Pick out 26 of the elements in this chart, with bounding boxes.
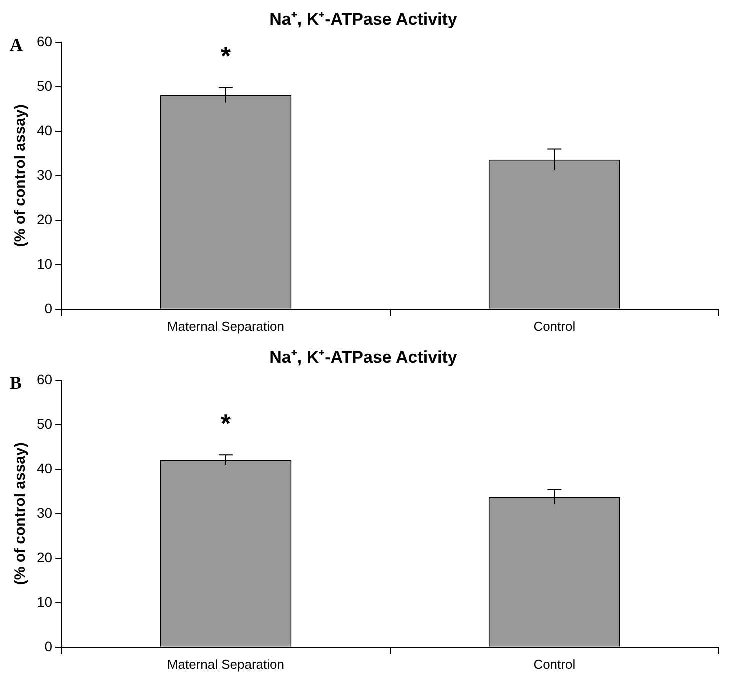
y-tick-label: 60 [36, 33, 53, 50]
y-tick-label: 30 [36, 504, 53, 521]
y-axis-title: (% of control assay) [12, 442, 30, 586]
y-tick-label: 60 [36, 371, 53, 388]
y-tick-label: 10 [36, 594, 53, 610]
x-tick-label: Maternal Separation [167, 318, 284, 334]
y-tick-label: 20 [36, 211, 53, 228]
y-tick-label: 50 [36, 416, 53, 432]
y-tick-label: 20 [36, 549, 53, 566]
y-axis-title: (% of control assay) [12, 104, 30, 248]
text: A [10, 35, 23, 56]
y-tick-label: 30 [36, 166, 53, 183]
x-tick-label: Maternal Separation [167, 656, 284, 672]
y-tick-label: 50 [36, 78, 53, 94]
chart-title: Na⁺, K⁺-ATPase Activity [270, 348, 458, 367]
y-tick-label: 0 [44, 638, 53, 654]
chart-title: Na⁺, K⁺-ATPase Activity [270, 10, 458, 29]
y-tick-label: 10 [36, 256, 53, 272]
y-tick-label: 40 [36, 460, 53, 476]
y-tick-label: 40 [36, 122, 53, 138]
y-tick-label: 0 [44, 300, 53, 316]
annotation: * [220, 40, 232, 71]
x-tick-label: Control [534, 656, 576, 672]
annotation: * [220, 408, 232, 438]
text: B [10, 373, 22, 394]
x-tick-label: Control [534, 318, 576, 334]
